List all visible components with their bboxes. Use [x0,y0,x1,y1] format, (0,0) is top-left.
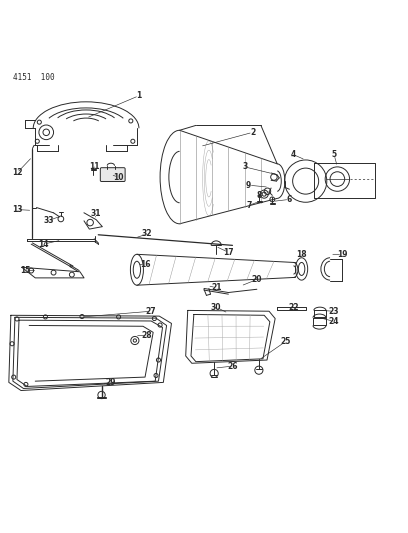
Text: 2: 2 [250,128,255,137]
Text: 30: 30 [211,303,222,312]
Text: 23: 23 [329,306,339,316]
Text: 19: 19 [337,250,348,259]
Text: 7: 7 [246,201,251,210]
Text: 4151  100: 4151 100 [13,74,55,83]
Text: 22: 22 [288,303,299,312]
Text: 18: 18 [296,250,307,259]
Text: 13: 13 [12,205,22,214]
Text: 10: 10 [113,173,124,182]
Text: 12: 12 [12,168,22,177]
Text: 31: 31 [91,209,102,218]
Text: 28: 28 [142,331,152,340]
Text: 33: 33 [43,216,54,225]
Text: 1: 1 [136,91,142,100]
Text: 4: 4 [291,150,296,159]
Text: 32: 32 [142,230,152,238]
Text: 17: 17 [223,248,234,257]
Text: 3: 3 [242,163,247,172]
Text: 14: 14 [38,240,49,248]
Text: 16: 16 [140,260,150,269]
Text: 27: 27 [146,306,156,316]
Text: 5: 5 [332,150,337,159]
Text: 20: 20 [252,275,262,284]
Text: 15: 15 [20,266,30,275]
Text: 24: 24 [329,317,339,326]
Text: 21: 21 [211,283,222,292]
Text: 29: 29 [105,378,116,387]
Text: 8: 8 [256,191,262,200]
Text: 6: 6 [287,195,292,204]
Text: 9: 9 [246,181,251,190]
Text: 25: 25 [280,337,290,346]
Text: 26: 26 [227,361,238,370]
Text: 11: 11 [89,163,100,172]
FancyBboxPatch shape [100,168,125,182]
